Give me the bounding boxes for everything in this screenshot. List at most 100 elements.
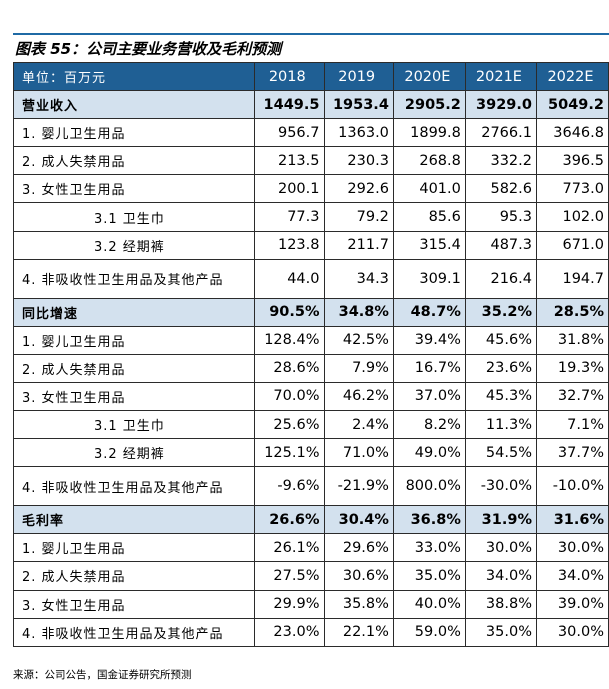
figure-title-bar: 图表 55：公司主要业务营收及毛利预测 xyxy=(13,33,609,63)
value-cell: 268.8 xyxy=(392,146,466,176)
value-cell: 33.0% xyxy=(392,533,466,563)
header-year-cell: 2022E xyxy=(535,61,609,92)
value-cell: 26.6% xyxy=(254,505,325,535)
header-year-cell: 2020E xyxy=(392,61,466,92)
value-cell: 30.4% xyxy=(323,505,394,535)
value-cell: 29.6% xyxy=(323,533,394,563)
table-row: 4. 非吸收性卫生用品及其他产品 23.0% 22.1% 59.0% 35.0% 30.0… xyxy=(12,617,609,647)
value-cell: 95.3 xyxy=(464,202,537,232)
value-cell: 23.0% xyxy=(254,617,325,647)
table-row: 4. 非吸收性卫生用品及其他产品 -9.6% -21.9% 800.0% -30.0% -… xyxy=(12,466,609,507)
row-label-cell: 1. 婴儿卫生用品 xyxy=(12,325,256,355)
value-cell: 8.2% xyxy=(392,410,466,440)
value-cell: 34.3 xyxy=(323,258,394,299)
value-cell: 102.0 xyxy=(535,202,609,232)
table-row: 3.1 卫生巾 77.3 79.2 85.6 95.3 102.0 xyxy=(12,202,609,232)
value-cell: 332.2 xyxy=(464,146,537,176)
value-cell: 1953.4 xyxy=(323,90,394,120)
table-row: 3.2 经期裤 125.1% 71.0% 49.0% 54.5% 37.7% xyxy=(12,438,609,468)
table-row: 3. 女性卫生用品 29.9% 35.8% 40.0% 38.8% 39.0% xyxy=(12,589,609,619)
value-cell: 37.0% xyxy=(392,381,466,412)
value-cell: 40.0% xyxy=(392,589,466,619)
value-cell: 35.0% xyxy=(464,617,537,647)
value-cell: 309.1 xyxy=(392,258,466,299)
value-cell: 39.0% xyxy=(535,589,609,619)
value-cell: 59.0% xyxy=(392,617,466,647)
value-cell: 230.3 xyxy=(323,146,394,176)
value-cell: 36.8% xyxy=(392,505,466,535)
value-cell: -9.6% xyxy=(254,466,325,507)
table-row: 1. 婴儿卫生用品 26.1% 29.6% 33.0% 30.0% 30.0% xyxy=(12,533,609,563)
value-cell: 292.6 xyxy=(323,174,394,204)
value-cell: 7.1% xyxy=(535,410,609,440)
row-label-cell: 4. 非吸收性卫生用品及其他产品 xyxy=(12,258,256,299)
value-cell: 44.0 xyxy=(254,258,325,299)
value-cell: 3646.8 xyxy=(535,118,609,148)
value-cell: 77.3 xyxy=(254,202,325,232)
value-cell: 1449.5 xyxy=(254,90,325,120)
value-cell: 25.6% xyxy=(254,410,325,440)
value-cell: 2.4% xyxy=(323,410,394,440)
value-cell: -30.0% xyxy=(464,466,537,507)
row-label-cell: 1. 婴儿卫生用品 xyxy=(12,118,256,148)
value-cell: -21.9% xyxy=(323,466,394,507)
row-label-cell: 2. 成人失禁用品 xyxy=(12,146,256,176)
header-year-cell: 2018 xyxy=(254,61,325,92)
value-cell: 31.6% xyxy=(535,505,609,535)
value-cell: 123.8 xyxy=(254,230,325,260)
row-label-cell: 4. 非吸收性卫生用品及其他产品 xyxy=(12,466,256,507)
value-cell: 11.3% xyxy=(464,410,537,440)
value-cell: 34.0% xyxy=(535,561,609,591)
value-cell: 27.5% xyxy=(254,561,325,591)
row-label-cell: 2. 成人失禁用品 xyxy=(12,561,256,591)
header-unit-cell: 单位：百万元 xyxy=(12,61,256,92)
row-label-cell: 4. 非吸收性卫生用品及其他产品 xyxy=(12,617,256,647)
value-cell: 28.5% xyxy=(535,297,609,327)
value-cell: 35.2% xyxy=(464,297,537,327)
value-cell: 85.6 xyxy=(392,202,466,232)
value-cell: 29.9% xyxy=(254,589,325,619)
value-cell: 45.6% xyxy=(464,325,537,355)
value-cell: 194.7 xyxy=(535,258,609,299)
value-cell: 2766.1 xyxy=(464,118,537,148)
value-cell: 16.7% xyxy=(392,353,466,383)
row-label-cell: 同比增速 xyxy=(12,297,256,327)
value-cell: 34.8% xyxy=(323,297,394,327)
value-cell: 19.3% xyxy=(535,353,609,383)
value-cell: 30.0% xyxy=(464,533,537,563)
value-cell: 26.1% xyxy=(254,533,325,563)
value-cell: 37.7% xyxy=(535,438,609,468)
value-cell: 28.6% xyxy=(254,353,325,383)
forecast-table: 单位：百万元 2018 2019 2020E 2021E 2022E 营业收入 1449.5 1… xyxy=(12,61,609,647)
row-label-cell: 3.1 卫生巾 xyxy=(12,410,256,440)
row-label-cell: 2. 成人失禁用品 xyxy=(12,353,256,383)
table-row: 3. 女性卫生用品 200.1 292.6 401.0 582.6 773.0 xyxy=(12,174,609,204)
value-cell: 1899.8 xyxy=(392,118,466,148)
value-cell: 31.9% xyxy=(464,505,537,535)
value-cell: 30.0% xyxy=(535,533,609,563)
table-row: 2. 成人失禁用品 28.6% 7.9% 16.7% 23.6% 19.3% xyxy=(12,353,609,383)
table-row: 3.1 卫生巾 25.6% 2.4% 8.2% 11.3% 7.1% xyxy=(12,410,609,440)
value-cell: 213.5 xyxy=(254,146,325,176)
value-cell: 1363.0 xyxy=(323,118,394,148)
row-label-cell: 3. 女性卫生用品 xyxy=(12,589,256,619)
value-cell: 956.7 xyxy=(254,118,325,148)
row-label-cell: 3. 女性卫生用品 xyxy=(12,174,256,204)
header-year-cell: 2021E xyxy=(464,61,537,92)
value-cell: 315.4 xyxy=(392,230,466,260)
row-label-cell: 3. 女性卫生用品 xyxy=(12,381,256,412)
value-cell: 128.4% xyxy=(254,325,325,355)
value-cell: 54.5% xyxy=(464,438,537,468)
section-row: 同比增速 90.5% 34.8% 48.7% 35.2% 28.5% xyxy=(12,297,609,327)
value-cell: 396.5 xyxy=(535,146,609,176)
value-cell: 38.8% xyxy=(464,589,537,619)
value-cell: 125.1% xyxy=(254,438,325,468)
value-cell: 22.1% xyxy=(323,617,394,647)
value-cell: -10.0% xyxy=(535,466,609,507)
section-row: 营业收入 1449.5 1953.4 2905.2 3929.0 5049.2 xyxy=(12,90,609,120)
value-cell: 30.6% xyxy=(323,561,394,591)
table-row: 4. 非吸收性卫生用品及其他产品 44.0 34.3 309.1 216.4 194.7 xyxy=(12,258,609,299)
value-cell: 49.0% xyxy=(392,438,466,468)
value-cell: 211.7 xyxy=(323,230,394,260)
value-cell: 45.3% xyxy=(464,381,537,412)
